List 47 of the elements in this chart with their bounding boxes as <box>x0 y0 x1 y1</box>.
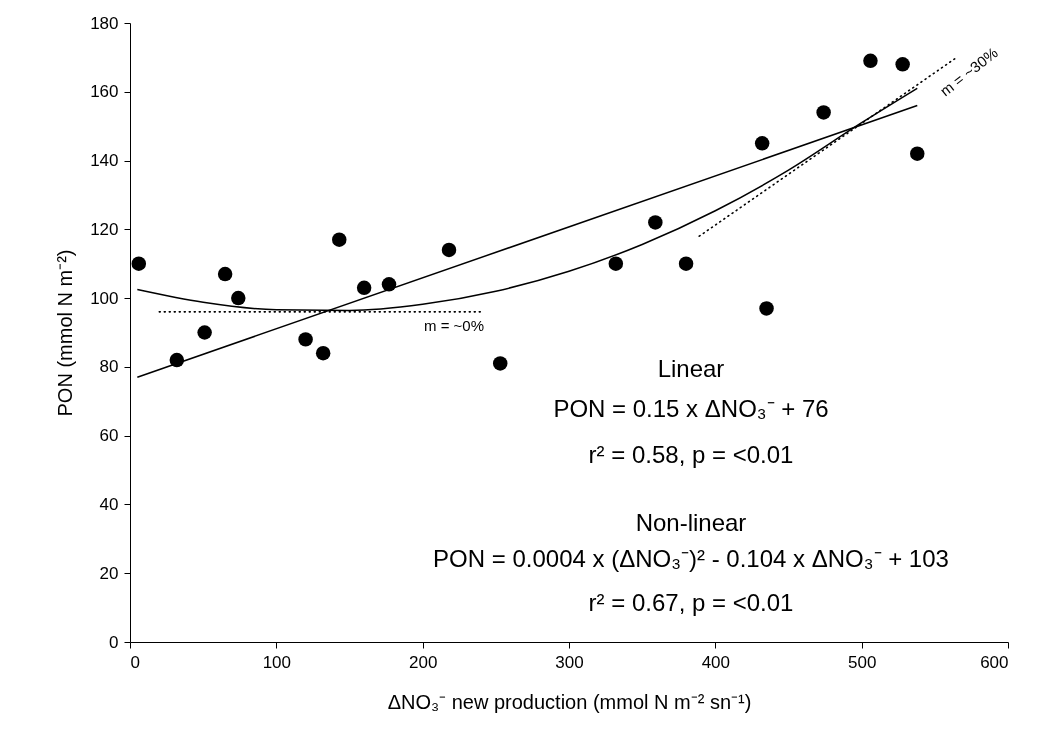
y-tick-label: 80 <box>99 357 119 377</box>
y-tick-label: 180 <box>90 13 119 33</box>
point <box>298 332 313 347</box>
annotation: PON = 0.15 x ΔNO₃⁻ + 76 <box>553 395 829 422</box>
x-tick-label: 600 <box>980 652 1009 672</box>
x-tick-label: 300 <box>555 652 584 672</box>
annotation: m = ~0% <box>424 317 485 334</box>
y-tick-label: 100 <box>90 288 119 308</box>
point <box>332 232 347 247</box>
point <box>648 215 663 230</box>
point <box>863 53 878 69</box>
y-tick-label: 160 <box>90 82 119 102</box>
annotation: Non-linear <box>635 509 747 536</box>
annotation: r² = 0.67, p = <0.01 <box>588 589 794 616</box>
annotation: r² = 0.58, p = <0.01 <box>588 441 794 468</box>
y-tick-label: 20 <box>99 563 119 583</box>
point <box>131 256 147 271</box>
y-tick-label: 120 <box>90 219 119 239</box>
point <box>895 57 910 72</box>
point <box>381 277 397 292</box>
y-tick-label: 40 <box>99 494 119 514</box>
x-tick-label: 100 <box>262 652 292 672</box>
point <box>197 325 212 340</box>
point <box>754 136 770 151</box>
x-axis-title: ΔNO₃⁻ new production (mmol N m⁻² sn⁻¹) <box>387 690 752 713</box>
y-tick-label: 0 <box>109 632 119 652</box>
point <box>231 290 246 306</box>
y-axis-title: PON (mmol N m⁻²) <box>54 249 77 417</box>
point <box>169 352 185 368</box>
point <box>356 280 372 296</box>
point <box>217 266 233 282</box>
point <box>492 356 508 371</box>
point <box>441 242 457 258</box>
point <box>910 146 925 161</box>
point <box>816 105 831 120</box>
point <box>608 256 624 271</box>
x-tick-label: 500 <box>847 652 877 672</box>
x-tick-label: 400 <box>701 652 731 672</box>
x-tick-label: 0 <box>130 652 140 672</box>
annotation: Linear <box>657 355 725 382</box>
annotation: PON = 0.0004 x (ΔNO₃⁻)² - 0.104 x ΔNO₃⁻ + 103 <box>433 545 949 572</box>
y-tick-label: 140 <box>90 151 119 171</box>
point <box>759 301 774 316</box>
point <box>315 345 331 361</box>
x-tick-label: 200 <box>408 652 438 672</box>
point <box>678 256 694 271</box>
y-tick-label: 60 <box>99 426 119 446</box>
